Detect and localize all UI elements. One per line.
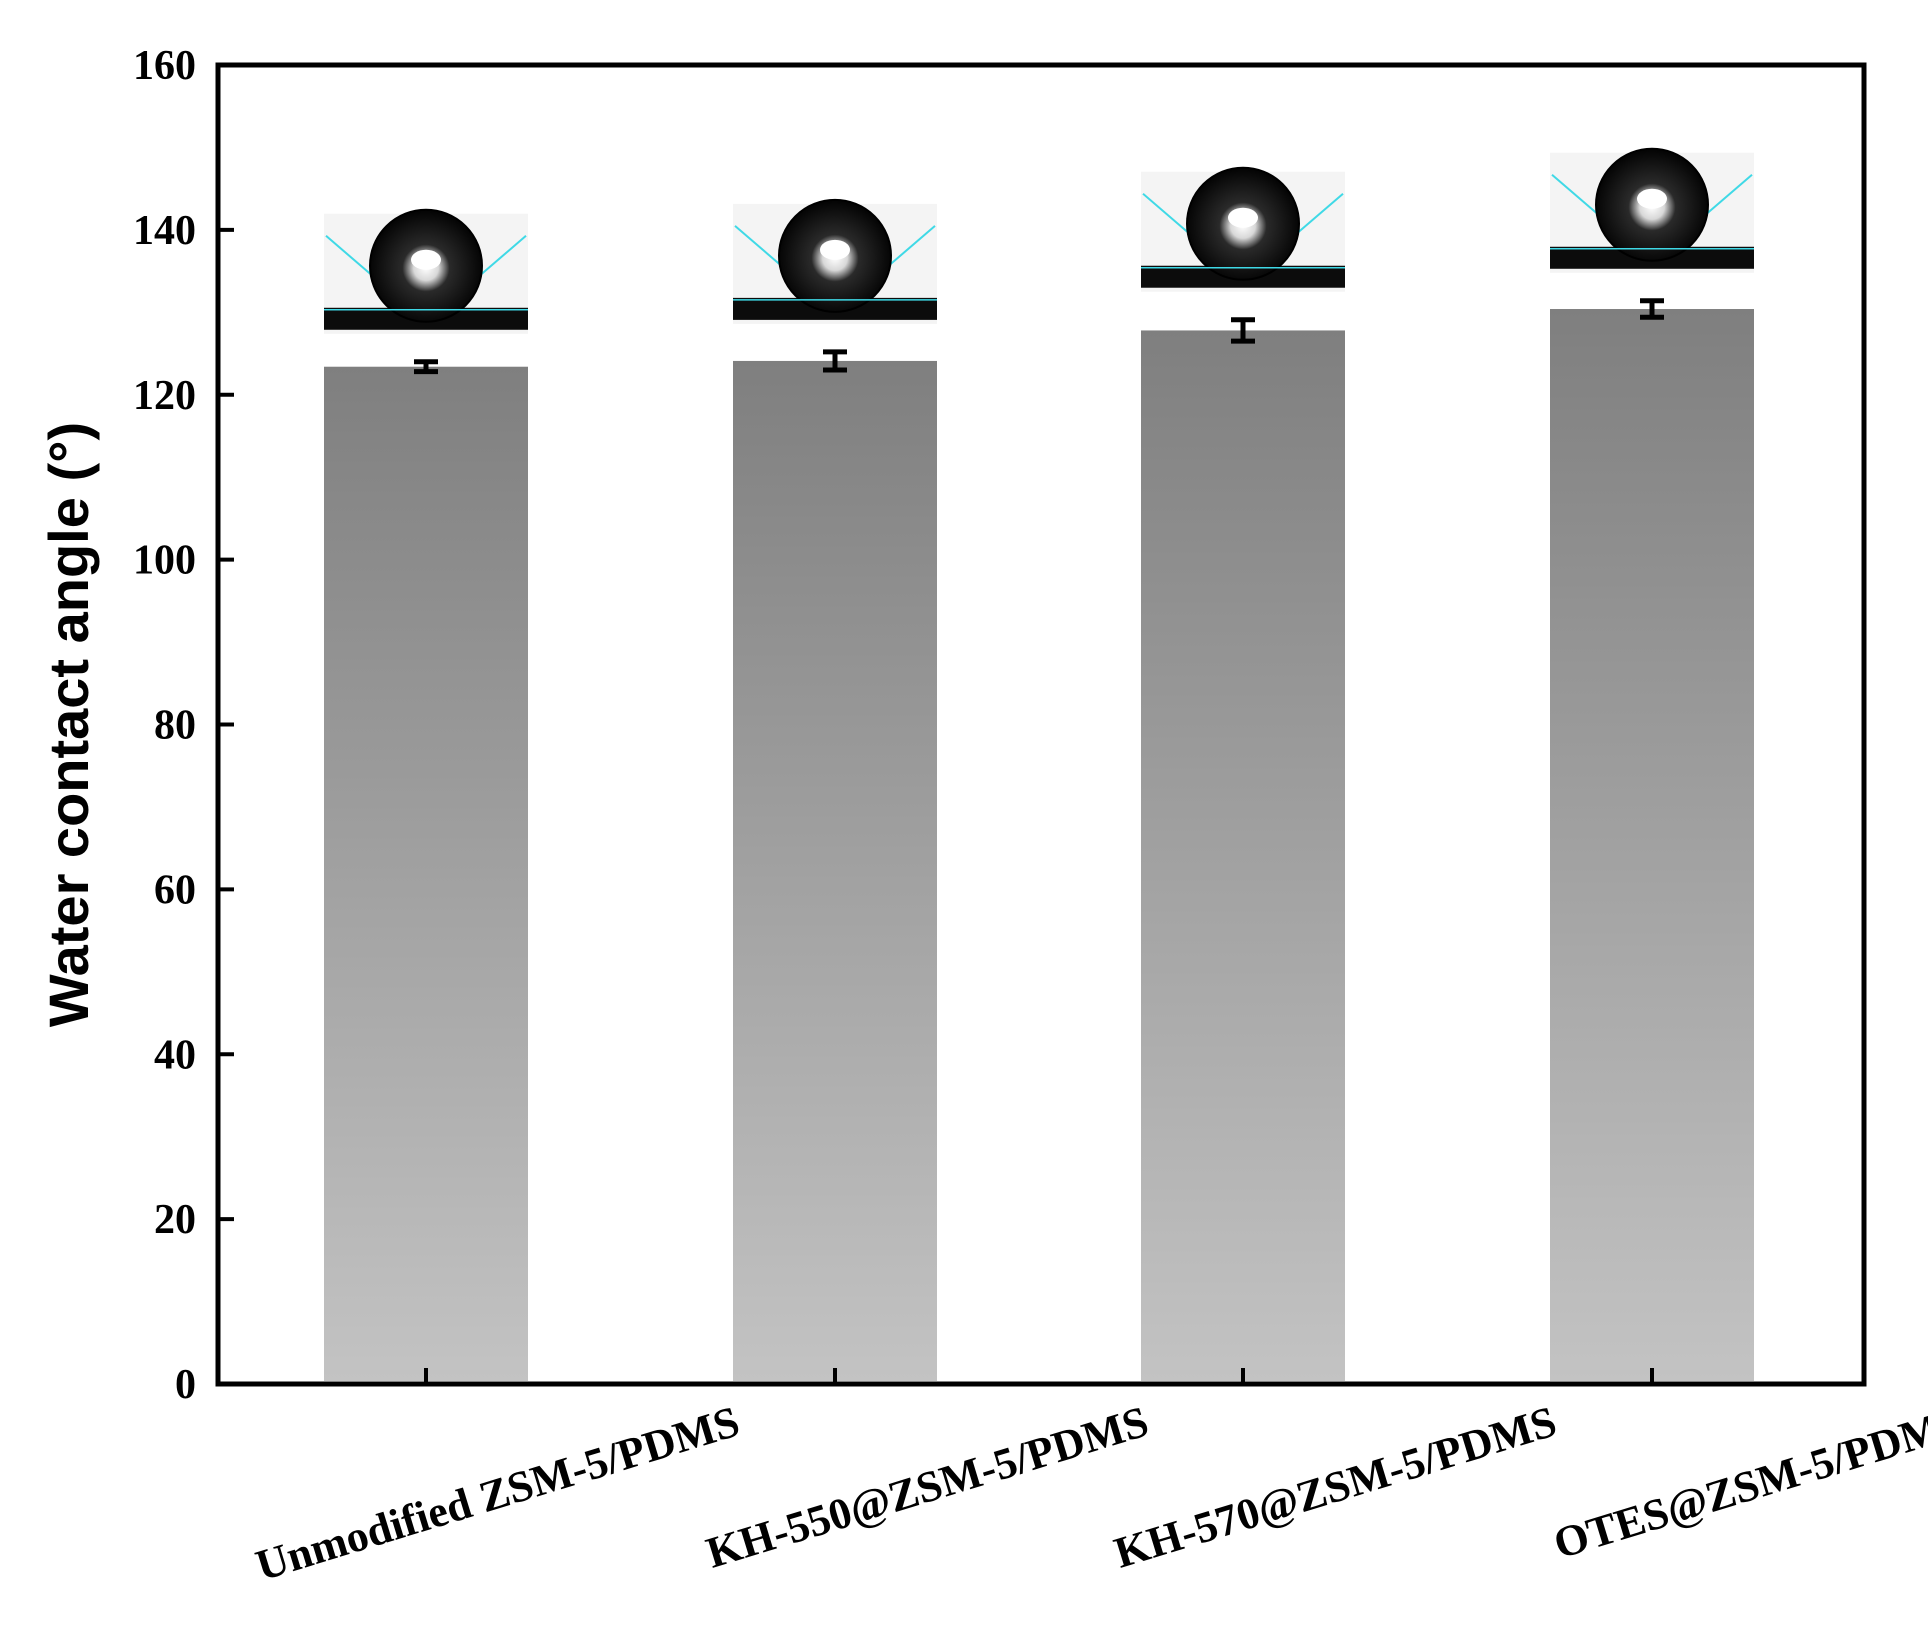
x-tick-label: OTES@ZSM-5/PDMS [1548, 1397, 1928, 1569]
error-bar [1640, 298, 1664, 320]
y-tick-label: 120 [133, 373, 196, 419]
bar [1141, 330, 1345, 1382]
y-tick-label: 60 [154, 867, 196, 913]
bar [733, 360, 937, 1381]
error-bars-layer [414, 298, 1664, 375]
droplet-inset-image [324, 208, 528, 334]
bars-layer [324, 309, 1754, 1382]
y-tick-label: 80 [154, 703, 196, 749]
error-bar [1231, 317, 1255, 344]
x-axis: Unmodified ZSM-5/PDMSKH-550@ZSM-5/PDMSKH… [250, 1368, 1928, 1590]
x-tick-label: KH-570@ZSM-5/PDMS [1109, 1397, 1562, 1578]
y-tick-label: 0 [175, 1362, 196, 1408]
bar [324, 366, 528, 1381]
y-axis-title: Water contact angle (°) [37, 422, 100, 1027]
y-tick-label: 20 [154, 1197, 196, 1243]
x-tick-label: KH-550@ZSM-5/PDMS [701, 1397, 1154, 1578]
error-bar [414, 359, 438, 375]
y-tick-label: 40 [154, 1032, 196, 1078]
y-axis: 0 20 40 60 80 100 120 140 160 [133, 43, 234, 1408]
y-tick-label: 100 [133, 538, 196, 584]
droplet-inset-image [1141, 166, 1345, 292]
error-bar [823, 349, 847, 373]
y-tick-label: 160 [133, 43, 196, 89]
droplet-inset-image [733, 198, 937, 324]
bar [1550, 309, 1754, 1381]
x-tick-label: Unmodified ZSM-5/PDMS [250, 1397, 745, 1591]
y-tick-label: 140 [133, 208, 196, 254]
droplet-inset-image [1550, 147, 1754, 273]
inset-images-layer [324, 147, 1754, 334]
